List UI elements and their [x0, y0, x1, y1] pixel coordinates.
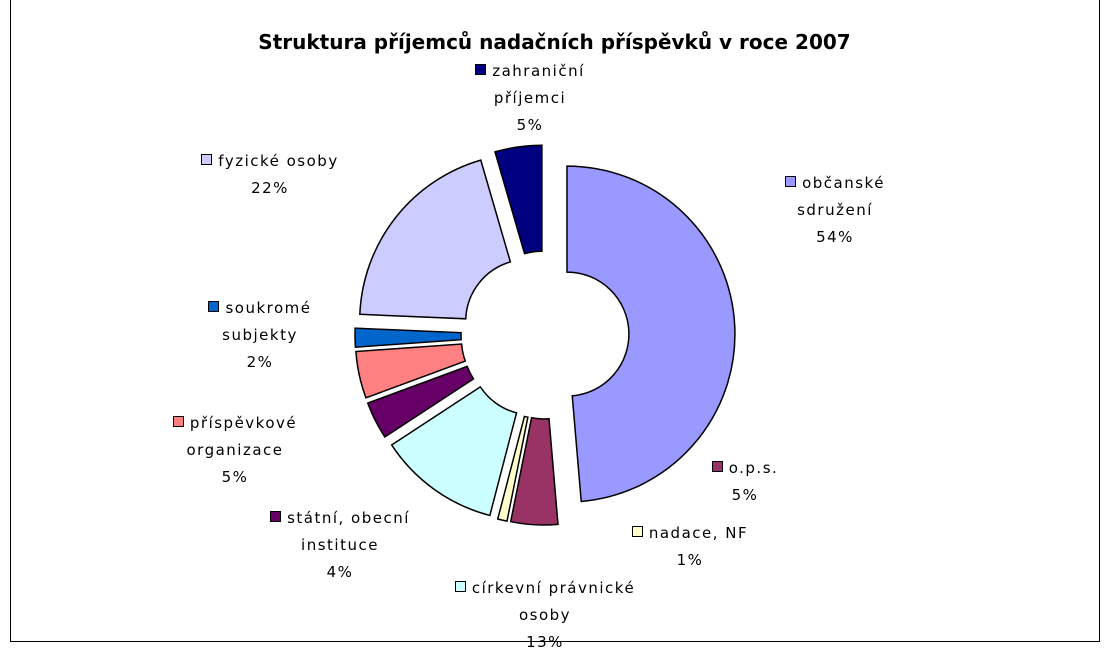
legend-key — [208, 301, 220, 312]
chart-frame — [10, 0, 1100, 642]
donut-slice — [359, 159, 512, 320]
label-value: 5% — [221, 468, 249, 486]
label-name: soukromé subjekty — [222, 299, 312, 344]
label-name: o.p.s. — [728, 459, 779, 477]
data-label: občanské sdružení 54% — [770, 170, 900, 251]
donut-slice — [355, 343, 467, 399]
data-label: příspěvkové organizace 5% — [150, 410, 320, 491]
data-label: nadace, NF 1% — [620, 520, 760, 574]
data-label: soukromé subjekty 2% — [200, 295, 320, 376]
legend-key — [454, 581, 466, 592]
label-value: 2% — [246, 353, 274, 371]
label-value: 13% — [526, 633, 564, 651]
label-value: 5% — [731, 486, 759, 504]
label-name: příspěvkové organizace — [186, 414, 298, 459]
legend-key — [711, 461, 723, 472]
chart-title: Struktura příjemců nadačních příspěvků v… — [258, 30, 851, 54]
donut-slice — [366, 365, 475, 439]
donut-slice — [494, 144, 543, 255]
label-name: zahraniční příjemci — [492, 62, 585, 107]
donut-slice — [509, 416, 559, 526]
legend-key — [172, 416, 184, 427]
data-label: fyzické osoby 22% — [190, 148, 350, 202]
legend-key — [270, 511, 282, 522]
label-value: 54% — [816, 228, 854, 246]
label-name: občanské sdružení — [797, 174, 885, 219]
label-name: církevní právnické osoby — [471, 579, 636, 624]
donut-slice — [566, 165, 736, 503]
legend-key — [475, 64, 487, 75]
label-name: nadace, NF — [648, 524, 749, 542]
data-label: církevní právnické osoby 13% — [430, 575, 660, 656]
label-value: 5% — [516, 116, 544, 134]
legend-key — [201, 154, 213, 165]
legend-key — [631, 526, 643, 537]
data-label: o.p.s. 5% — [700, 455, 790, 509]
donut-slice — [390, 385, 518, 517]
data-label: zahraniční příjemci 5% — [465, 58, 595, 139]
label-value: 22% — [251, 179, 289, 197]
label-name: státní, obecní instituce — [287, 509, 410, 554]
data-label: státní, obecní instituce 4% — [250, 505, 430, 586]
label-value: 4% — [326, 563, 354, 581]
donut-slice — [354, 327, 462, 348]
donut-slice — [496, 415, 529, 523]
legend-key — [785, 176, 797, 187]
label-name: fyzické osoby — [218, 152, 339, 170]
label-value: 1% — [676, 551, 704, 569]
